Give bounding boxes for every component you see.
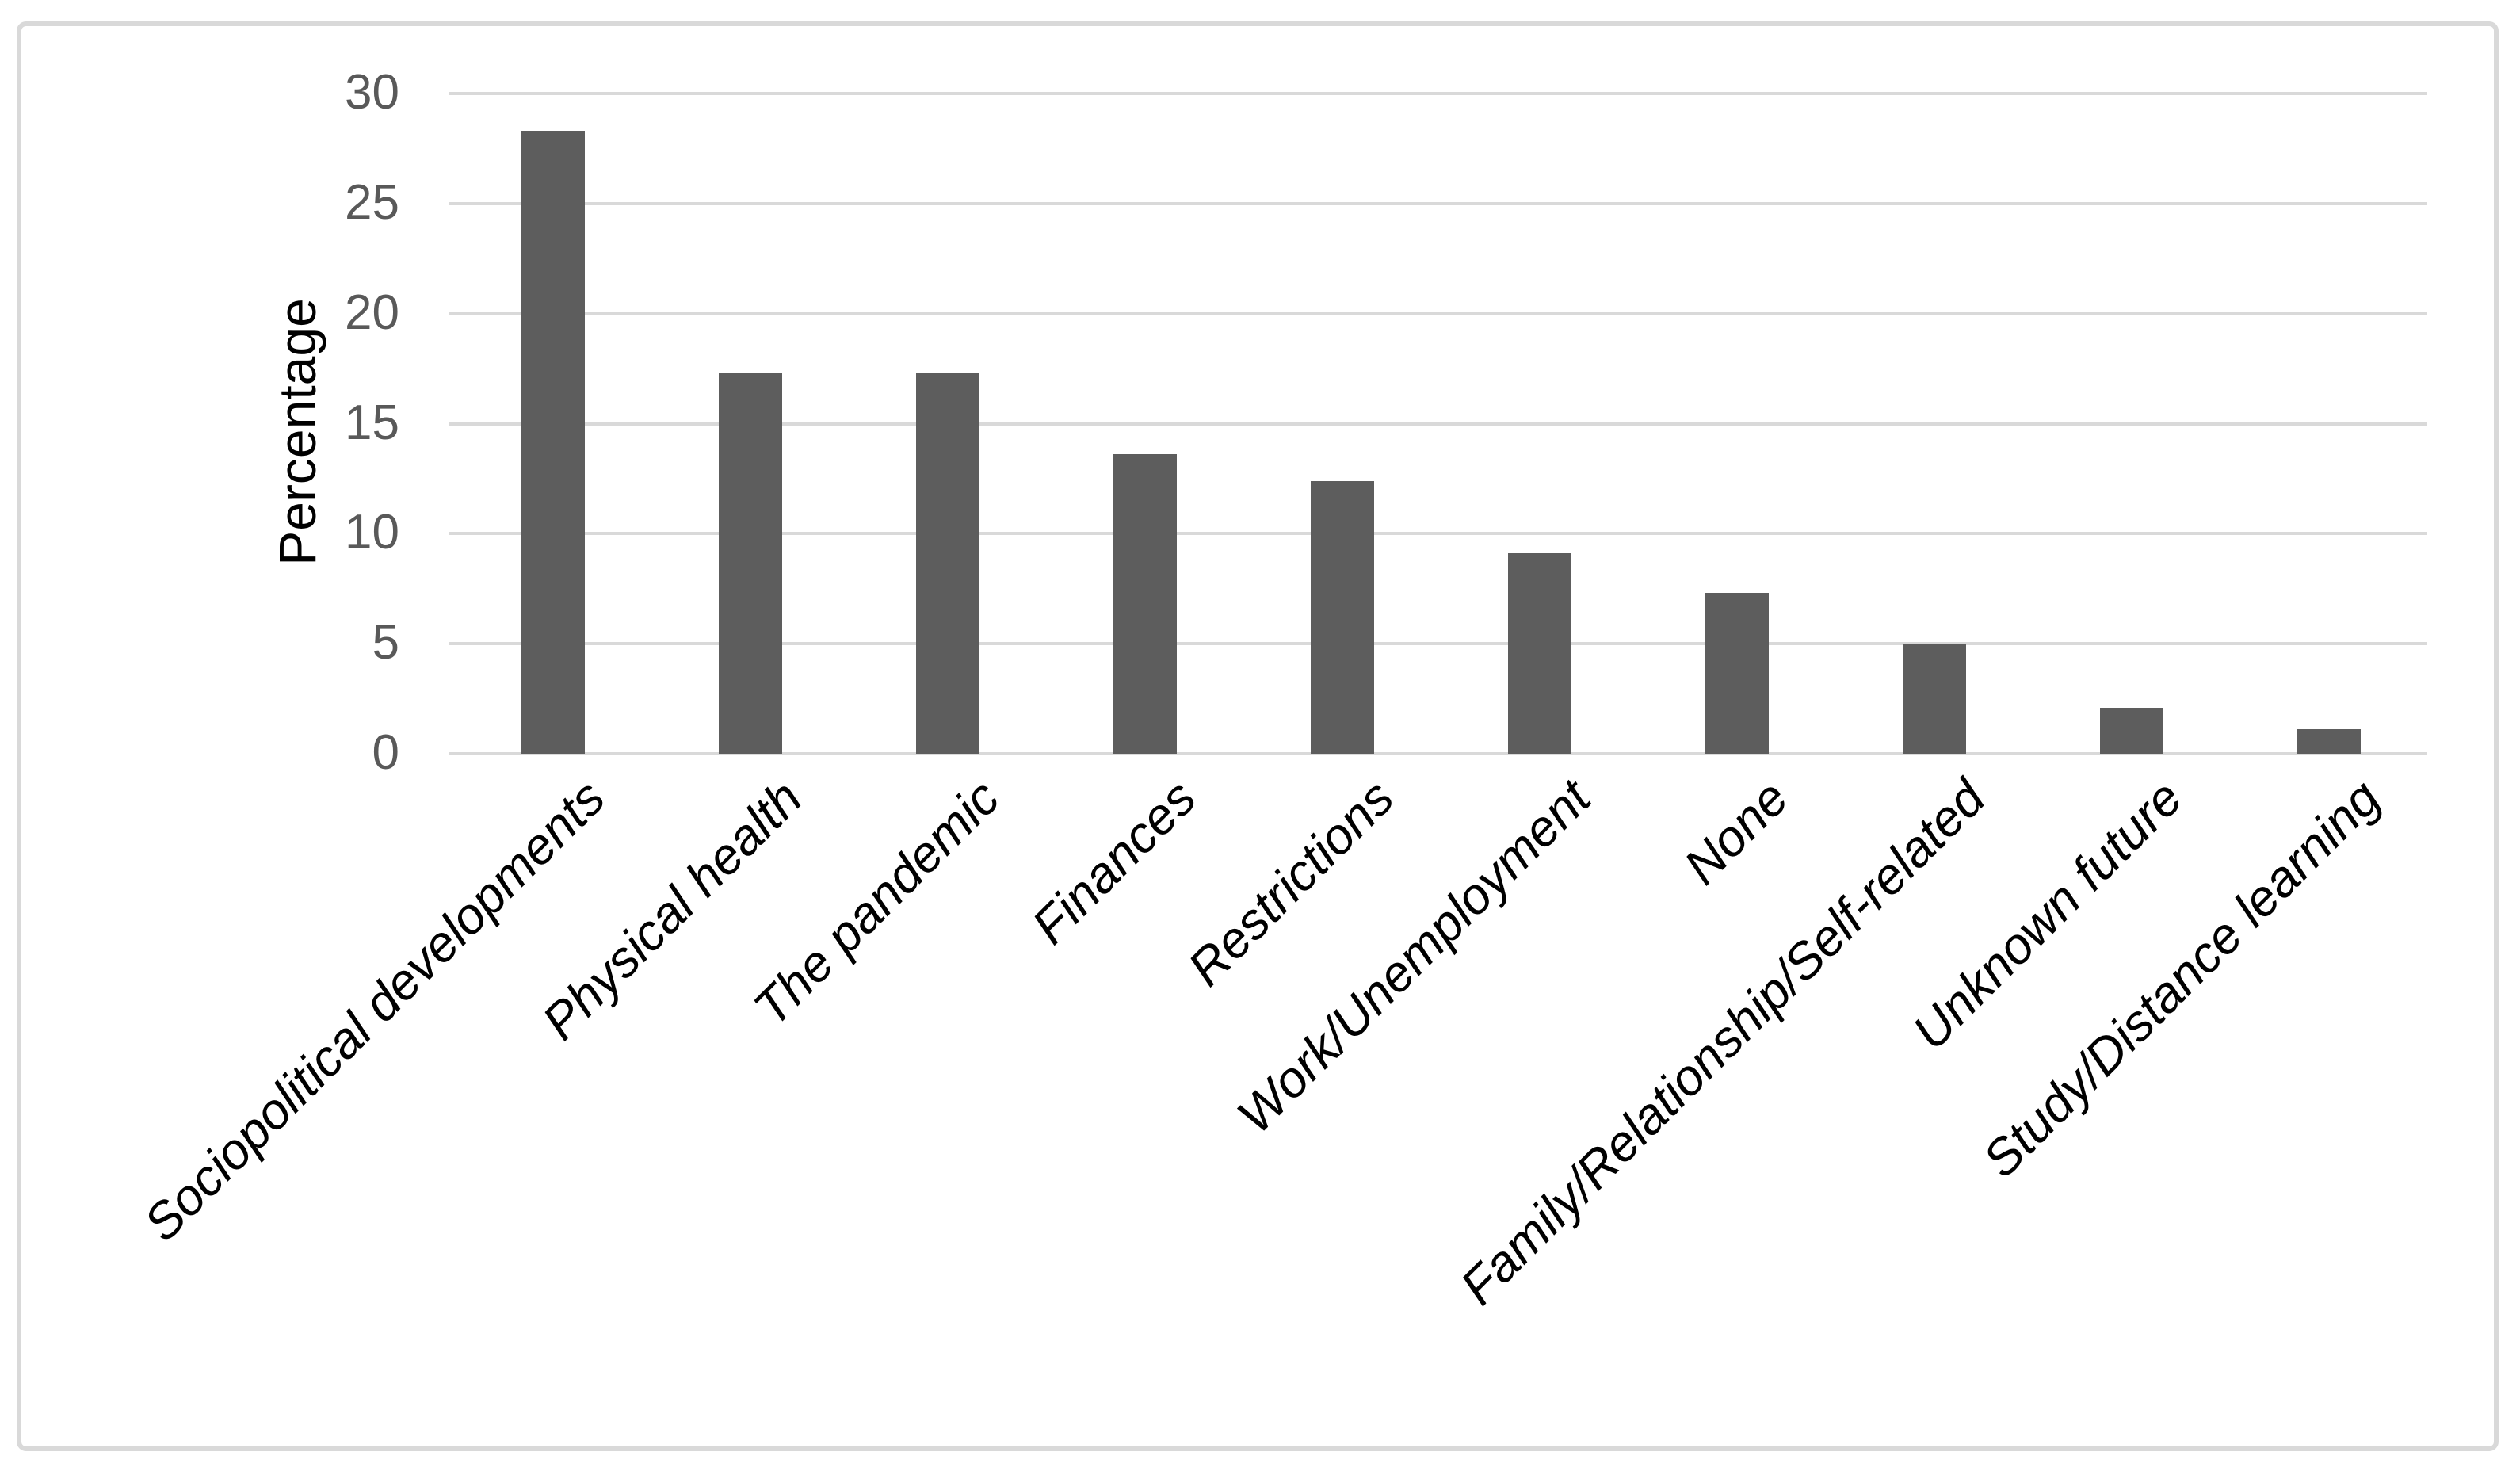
chart-border xyxy=(17,21,2499,1451)
y-tick-label: 0 xyxy=(372,724,399,780)
y-tick-label: 15 xyxy=(345,395,399,450)
bar xyxy=(2099,707,2163,754)
y-tick-label: 25 xyxy=(345,174,399,230)
y-tick-label: 20 xyxy=(345,285,399,340)
y-tick-label: 5 xyxy=(372,614,399,670)
gridline xyxy=(449,201,2427,205)
y-tick-label: 30 xyxy=(345,64,399,120)
gridline xyxy=(449,92,2427,95)
gridline xyxy=(449,642,2427,646)
gridline xyxy=(449,532,2427,536)
y-tick-label: 10 xyxy=(345,505,399,560)
bar xyxy=(1902,644,1966,754)
bar xyxy=(2297,729,2361,754)
bar xyxy=(1113,454,1178,754)
bar xyxy=(521,131,586,754)
gridline xyxy=(449,752,2427,755)
bar xyxy=(719,373,783,754)
gridline xyxy=(449,311,2427,315)
bar xyxy=(1507,553,1571,754)
plot-area xyxy=(449,92,2427,755)
gridline xyxy=(449,422,2427,426)
bar xyxy=(916,373,980,754)
y-axis-tick-labels: 0 5 10 15 20 25 30 xyxy=(0,67,399,777)
bar xyxy=(1311,480,1375,754)
bar xyxy=(1705,593,1769,754)
